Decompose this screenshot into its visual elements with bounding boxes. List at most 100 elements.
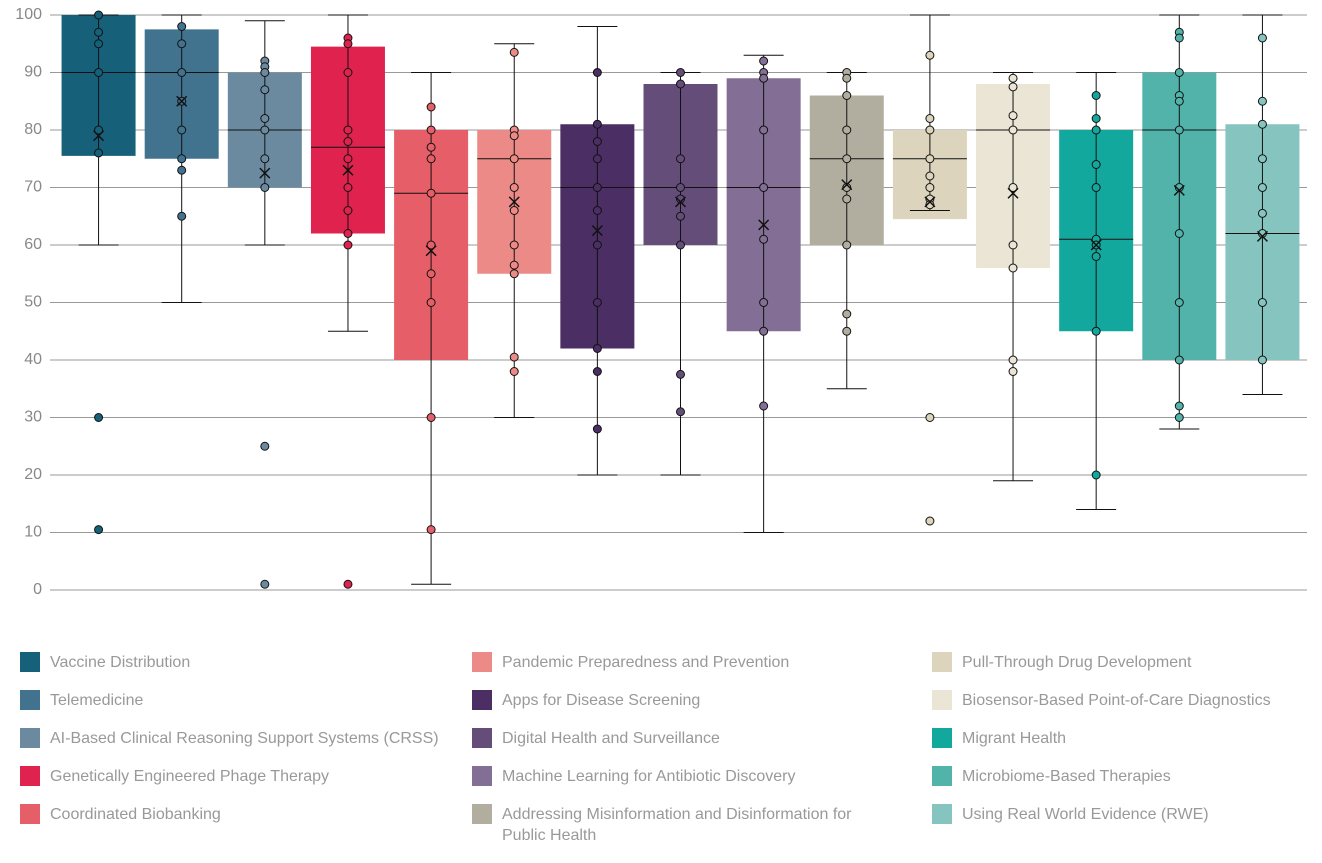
chart: 0 10 20 30 40 50 60 70 80 90 100 bbox=[15, 6, 1307, 598]
data-point bbox=[676, 407, 685, 417]
data-point bbox=[94, 525, 104, 535]
data-point bbox=[1257, 183, 1267, 192]
legend-label: Migrant Health bbox=[962, 730, 1067, 747]
data-point bbox=[343, 183, 353, 192]
data-point bbox=[759, 326, 769, 336]
data-point bbox=[842, 194, 852, 204]
data-point bbox=[343, 68, 353, 77]
legend-swatch bbox=[20, 690, 40, 710]
legend-label: Pandemic Preparedness and Prevention bbox=[502, 654, 790, 671]
data-point bbox=[842, 91, 852, 100]
data-point bbox=[1008, 355, 1018, 365]
data-point bbox=[759, 183, 769, 192]
data-point bbox=[509, 352, 519, 362]
data-point bbox=[925, 200, 935, 210]
data-point bbox=[1174, 33, 1184, 43]
data-point bbox=[509, 206, 519, 215]
mean-marker bbox=[1256, 230, 1268, 242]
legend-swatch bbox=[20, 804, 40, 824]
data-point bbox=[343, 154, 353, 164]
mean-marker bbox=[674, 196, 687, 208]
mean-marker bbox=[176, 95, 188, 107]
data-point bbox=[842, 125, 852, 135]
mean-marker bbox=[259, 167, 271, 179]
legend-label: Genetically Engineered Phage Therapy bbox=[50, 768, 329, 785]
legend-swatch bbox=[472, 766, 492, 786]
data-point bbox=[94, 413, 104, 422]
data-point bbox=[925, 171, 935, 181]
mean-marker bbox=[1173, 184, 1185, 196]
data-point bbox=[177, 154, 187, 164]
legend-item: Pandemic Preparedness and Prevention bbox=[472, 652, 932, 673]
data-point bbox=[94, 68, 104, 77]
data-point bbox=[1091, 326, 1101, 336]
data-point bbox=[1257, 33, 1267, 43]
data-point bbox=[1008, 73, 1018, 83]
data-point bbox=[1174, 355, 1184, 365]
y-tick-label: 70 bbox=[24, 179, 42, 196]
data-point bbox=[260, 441, 270, 451]
data-point bbox=[592, 367, 602, 376]
data-point bbox=[509, 154, 519, 164]
y-tick-label: 90 bbox=[24, 64, 42, 81]
data-point bbox=[592, 298, 602, 307]
data-point bbox=[925, 114, 935, 123]
data-point bbox=[1008, 263, 1018, 273]
data-point bbox=[759, 401, 769, 411]
legend-swatch bbox=[472, 690, 492, 710]
y-tick-label: 30 bbox=[24, 409, 42, 426]
legend-item: Microbiome-Based Therapies bbox=[932, 766, 1312, 787]
data-point bbox=[592, 183, 602, 192]
legend-swatch bbox=[932, 652, 952, 672]
legend-item: Telemedicine bbox=[20, 690, 472, 711]
data-point bbox=[1174, 183, 1184, 192]
data-point bbox=[676, 211, 685, 221]
legend-swatch bbox=[472, 728, 492, 748]
data-point bbox=[676, 68, 685, 77]
data-point bbox=[177, 165, 187, 175]
data-point bbox=[676, 154, 685, 164]
data-point bbox=[426, 125, 436, 135]
data-point bbox=[426, 188, 436, 198]
legend-label: Biosensor-Based Point-of-Care Diagnostic… bbox=[962, 692, 1271, 709]
data-point bbox=[676, 183, 685, 192]
data-point bbox=[1008, 240, 1018, 250]
legend-column: Vaccine Distribution Telemedicine AI-Based… bbox=[20, 652, 472, 863]
data-point bbox=[842, 154, 852, 164]
legend-swatch bbox=[932, 766, 952, 786]
data-point bbox=[426, 240, 436, 250]
y-tick-label: 20 bbox=[24, 466, 42, 483]
data-point bbox=[426, 298, 436, 307]
data-point bbox=[592, 137, 602, 146]
data-point bbox=[842, 240, 852, 250]
legend-column: Pandemic Preparedness and Prevention Apps… bbox=[472, 652, 932, 863]
legend-item: Coordinated Biobanking bbox=[20, 804, 472, 825]
y-tick-label: 60 bbox=[24, 236, 42, 253]
y-tick-label: 10 bbox=[24, 524, 42, 541]
data-point bbox=[509, 47, 519, 57]
data-point bbox=[343, 137, 353, 146]
data-point bbox=[925, 50, 935, 60]
mean-marker bbox=[425, 245, 437, 257]
legend-item: Vaccine Distribution bbox=[20, 652, 472, 673]
legend-swatch bbox=[472, 804, 492, 824]
legend-item: Pull-Through Drug Development bbox=[932, 652, 1312, 673]
data-point bbox=[94, 27, 104, 37]
data-point bbox=[759, 56, 769, 66]
data-point bbox=[759, 298, 769, 307]
data-point bbox=[260, 183, 270, 192]
legend-label: Digital Health and Surveillance bbox=[502, 730, 720, 747]
data-point bbox=[1257, 96, 1267, 106]
data-point bbox=[1257, 208, 1267, 218]
legend-label: Telemedicine bbox=[50, 692, 144, 709]
data-point bbox=[925, 413, 935, 422]
data-point bbox=[592, 424, 602, 434]
legend-swatch bbox=[20, 728, 40, 748]
legend-column: Pull-Through Drug Development Biosensor-B… bbox=[932, 652, 1312, 863]
y-tick-label: 0 bbox=[33, 581, 42, 598]
data-point bbox=[1174, 413, 1184, 422]
legend-label: Vaccine Distribution bbox=[50, 654, 191, 671]
data-point bbox=[260, 154, 270, 164]
data-point bbox=[592, 206, 602, 215]
legend-swatch bbox=[932, 728, 952, 748]
